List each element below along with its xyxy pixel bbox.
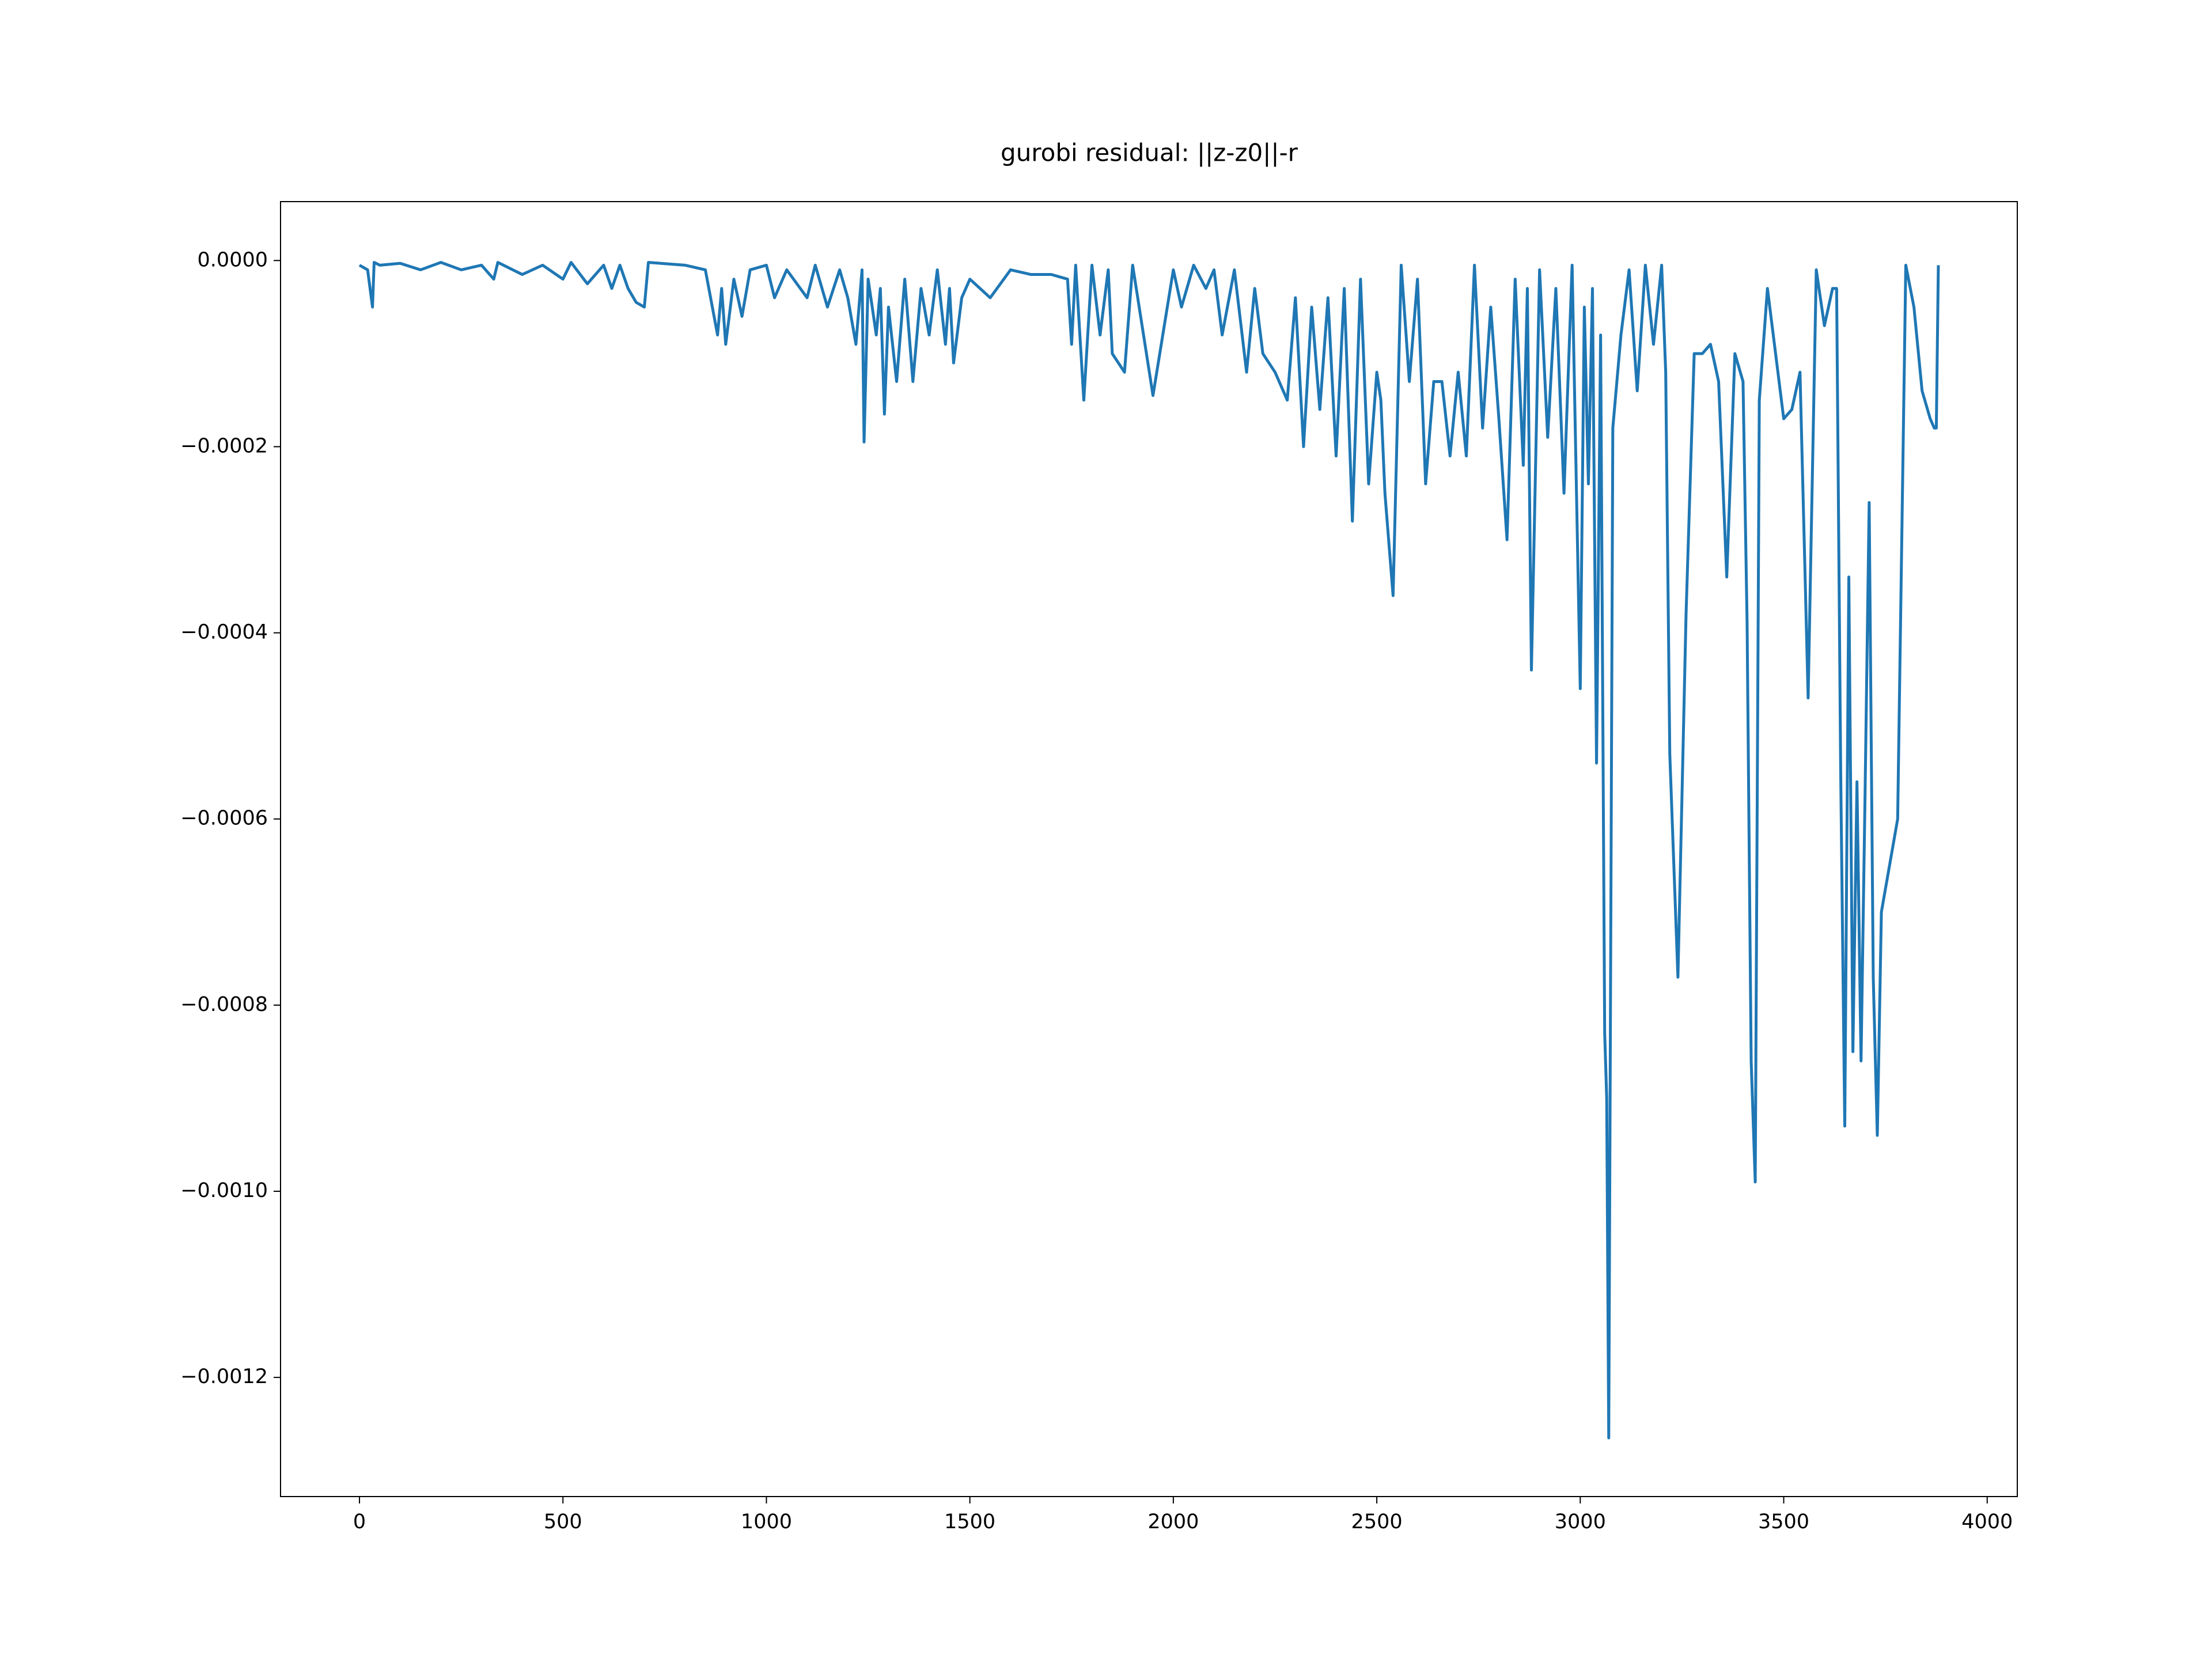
chart-title: gurobi residual: ||z-z0||-r [1001,139,1298,167]
y-tick-label: −0.0010 [180,1179,268,1202]
x-tick-label: 2500 [1351,1510,1403,1533]
y-tick-label: −0.0006 [180,807,268,830]
y-tick-label: −0.0004 [180,621,268,644]
x-tick-label: 1000 [741,1510,792,1533]
y-tick-label: −0.0012 [180,1365,268,1388]
x-tick-label: 3000 [1555,1510,1606,1533]
x-tick-label: 3500 [1758,1510,1809,1533]
y-tick-label: −0.0002 [180,434,268,457]
x-tick-label: 2000 [1147,1510,1199,1533]
y-tick-label: −0.0008 [180,993,268,1016]
y-tick-label: 0.0000 [198,248,268,271]
x-tick-label: 500 [544,1510,582,1533]
x-tick-label: 0 [353,1510,366,1533]
data-line [358,261,1940,1440]
plot-frame [280,201,2018,1497]
x-tick-label: 4000 [1961,1510,2013,1533]
x-tick-label: 1500 [944,1510,995,1533]
